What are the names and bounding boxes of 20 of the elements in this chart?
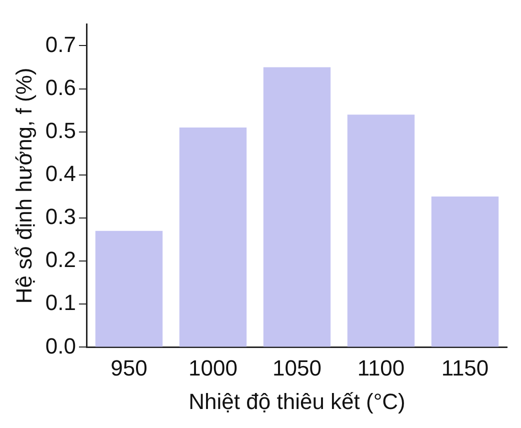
x-tick-label: 1150 bbox=[441, 355, 489, 380]
bar bbox=[431, 196, 499, 347]
y-axis-title: Hệ số định hướng, f (%) bbox=[11, 68, 36, 304]
y-tick-label: 0.6 bbox=[45, 74, 76, 100]
y-tick-label: 0.0 bbox=[45, 333, 76, 358]
bar bbox=[179, 128, 247, 347]
x-axis-title: Nhiệt độ thiêu kết (°C) bbox=[188, 388, 406, 414]
x-tick-label: 1000 bbox=[188, 355, 238, 380]
bar bbox=[347, 114, 415, 347]
x-tick-label: 1100 bbox=[357, 355, 405, 380]
x-tick-label: 1050 bbox=[272, 355, 322, 380]
bar bbox=[263, 67, 331, 347]
y-tick-label: 0.1 bbox=[45, 290, 76, 316]
x-tick-label: 950 bbox=[110, 355, 148, 380]
y-tick-label: 0.5 bbox=[45, 118, 76, 143]
y-tick-label: 0.2 bbox=[45, 247, 76, 272]
bar bbox=[95, 230, 163, 347]
y-tick-label: 0.3 bbox=[45, 204, 76, 230]
y-tick-label: 0.7 bbox=[45, 32, 76, 57]
y-tick-label: 0.4 bbox=[45, 160, 76, 186]
